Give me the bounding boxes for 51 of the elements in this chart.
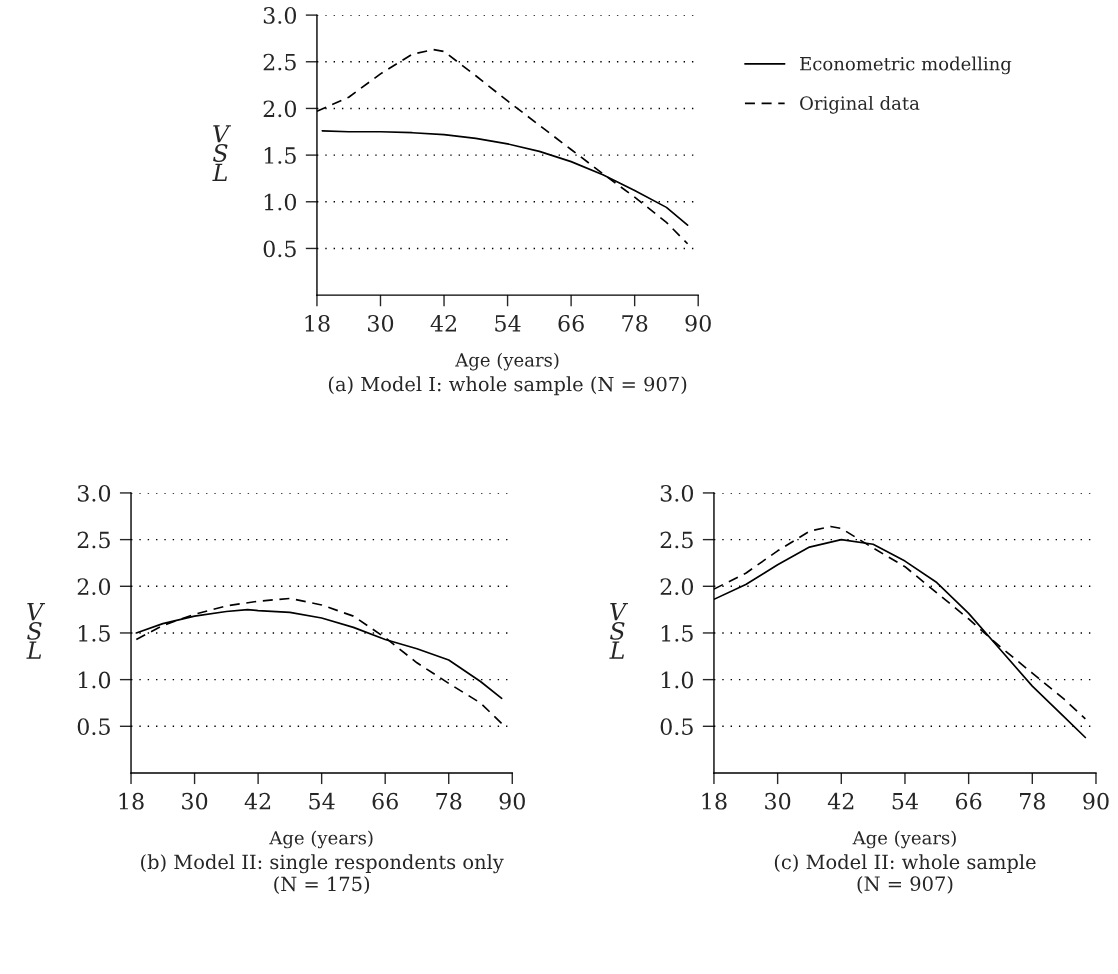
- text: (a) Model I: whole sample (N = 907): [328, 376, 687, 396]
- y-tick-label: 3.0: [77, 484, 111, 502]
- y-tick-label: 1.5: [264, 147, 296, 164]
- x-axis-title: Age (years): [455, 352, 559, 371]
- x-tick-label: 30: [765, 792, 791, 810]
- x-tick-label: 66: [955, 792, 982, 810]
- legend-label: Econometric modelling: [800, 56, 1012, 75]
- y-tick-label: 3.0: [263, 7, 297, 24]
- x-tick-label: 78: [622, 314, 648, 332]
- legend-label: Original data: [800, 95, 920, 114]
- y-tick-label: 2.5: [263, 53, 296, 71]
- x-tick-label: 18: [119, 792, 144, 810]
- x-axis-title: Age (years): [852, 830, 956, 849]
- y-tick-label: 1.5: [661, 624, 693, 642]
- x-tick-label: 42: [244, 792, 271, 810]
- x-tick-label: 66: [558, 314, 584, 332]
- y-tick-label: 0.5: [77, 718, 110, 736]
- x-tick-label: 78: [436, 792, 462, 810]
- x-tick-label: 42: [430, 314, 456, 332]
- text: (c) Model II: whole sample (N = 907): [774, 854, 1036, 894]
- x-tick-label: 66: [372, 792, 398, 810]
- x-axis-title: Age (years): [269, 830, 373, 849]
- y-axis-title: V S L: [609, 602, 629, 659]
- y-axis-title: V S L: [212, 125, 232, 181]
- y-axis-title: V S L: [26, 602, 46, 659]
- y-tick-label: 2.0: [660, 578, 694, 596]
- x-tick-label: 30: [368, 314, 394, 332]
- x-tick-label: 18: [305, 314, 330, 332]
- y-tick-label: 1.0: [661, 671, 694, 689]
- x-tick-label: 18: [702, 792, 727, 810]
- x-tick-label: 54: [495, 314, 521, 332]
- y-tick-label: 1.0: [264, 193, 297, 211]
- x-tick-label: 90: [685, 314, 711, 332]
- x-tick-label: 54: [892, 792, 918, 810]
- y-tick-label: 3.0: [660, 484, 694, 502]
- x-tick-label: 90: [499, 792, 525, 810]
- x-tick-label: 90: [1083, 792, 1109, 810]
- y-tick-label: 2.0: [263, 100, 297, 118]
- y-tick-label: 1.0: [78, 671, 111, 689]
- line-series: [135, 597, 503, 725]
- y-tick-label: 0.5: [660, 718, 693, 736]
- x-tick-label: 42: [827, 792, 854, 810]
- y-tick-label: 1.5: [78, 624, 110, 642]
- y-tick-label: 2.5: [660, 531, 693, 549]
- x-tick-label: 30: [182, 792, 208, 810]
- x-tick-label: 78: [1020, 792, 1045, 810]
- text: (b) Model II: single respondents only (N = 175): [141, 854, 504, 895]
- y-tick-label: 2.5: [77, 531, 110, 549]
- y-tick-label: 2.0: [77, 578, 111, 596]
- x-tick-label: 54: [309, 792, 335, 810]
- y-tick-label: 0.5: [263, 240, 296, 258]
